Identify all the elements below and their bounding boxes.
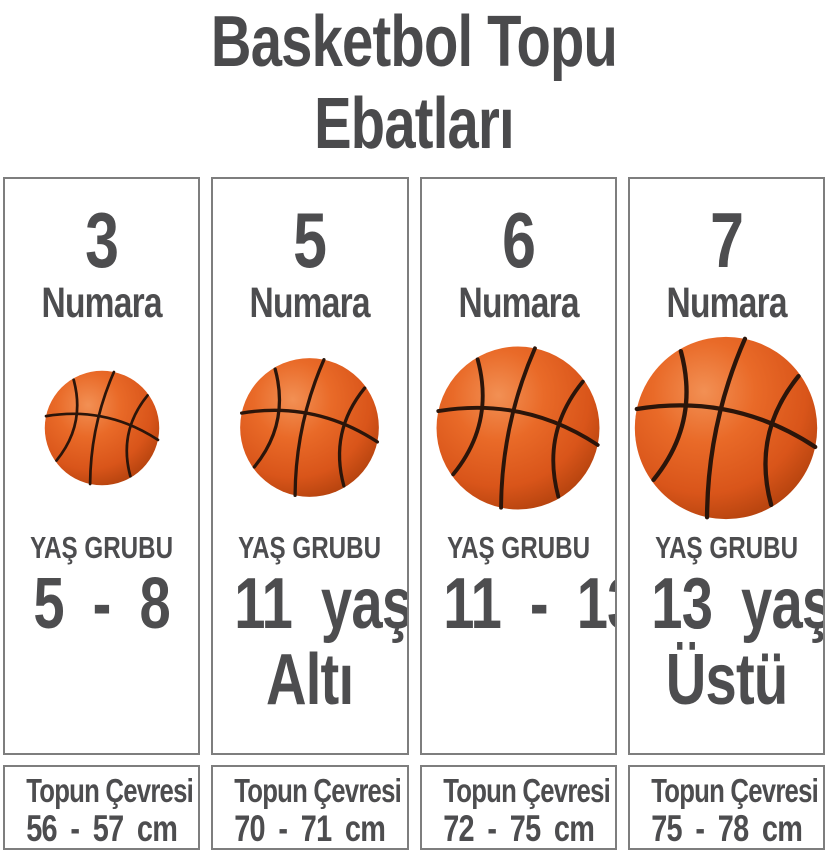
age-range-line1: 11 - 13 [442, 564, 615, 644]
basketball-icon [240, 358, 380, 497]
circumference-label: Topun Çevresi [651, 772, 819, 809]
size-card-3: 3 Numara YAŞ GRUBU 5 - 8 [3, 177, 201, 755]
circumference-card-3: Topun Çevresi 56 - 57 cm [3, 765, 201, 850]
ball-image-wrap [5, 325, 198, 530]
ball-size-number: 3 [85, 196, 119, 284]
circumference-value: 72 - 75 cm [442, 808, 595, 849]
circumference-label: Topun Çevresi [234, 772, 403, 809]
age-range-line1: 5 - 8 [33, 564, 170, 644]
size-card-7: 7 Numara YAŞ GRUBU 13 yaş Üstü [627, 177, 825, 755]
basketball-icon [44, 370, 159, 485]
age-group-label: YAŞ GRUBU [238, 530, 382, 565]
circumference-card-5: Topun Çevresi 70 - 71 cm [211, 765, 409, 850]
page-title-line1: Basketbol Topu [210, 2, 618, 82]
basketball-icon [635, 336, 818, 519]
circumference-label: Topun Çevresi [442, 772, 611, 809]
circumference-value: 70 - 71 cm [234, 808, 387, 849]
size-card-5: 5 Numara YAŞ GRUBU 11 yaş Altı [211, 177, 409, 755]
age-group-label: YAŞ GRUBU [30, 530, 174, 565]
age-group-label: YAŞ GRUBU [654, 530, 798, 565]
size-card-6: 6 Numara YAŞ GRUBU 11 - 13 [419, 177, 617, 755]
circumference-card-7: Topun Çevresi 75 - 78 cm [627, 765, 825, 850]
numara-label: Numara [41, 279, 163, 327]
age-range-line1: 11 yaş [234, 564, 409, 644]
numara-label: Numara [458, 279, 579, 327]
circumference-label: Topun Çevresi [26, 772, 194, 809]
numara-label: Numara [249, 279, 371, 327]
circumference-value: 56 - 57 cm [26, 808, 178, 849]
ball-size-number: 7 [709, 196, 744, 284]
circumference-value: 75 - 78 cm [651, 808, 803, 849]
circumference-card-6: Topun Çevresi 72 - 75 cm [419, 765, 617, 850]
ball-image-wrap [630, 325, 823, 530]
page-title: Basketbol Topu Ebatları [0, 0, 828, 177]
age-group-label: YAŞ GRUBU [446, 530, 590, 565]
age-range-line2: Üstü [665, 639, 788, 720]
ball-image-wrap [213, 325, 406, 530]
ball-size-number: 6 [501, 196, 536, 284]
numara-label: Numara [666, 279, 787, 327]
size-comparison-grid: 3 Numara YAŞ GRUBU 5 - 8 5 Numara [3, 177, 825, 850]
page-title-line2: Ebatları [314, 84, 515, 164]
age-range-line2: Altı [266, 639, 354, 720]
ball-image-wrap [422, 325, 615, 530]
basketball-icon [436, 345, 600, 510]
age-range-line1: 13 yaş [651, 564, 825, 644]
ball-size-number: 5 [293, 196, 327, 284]
